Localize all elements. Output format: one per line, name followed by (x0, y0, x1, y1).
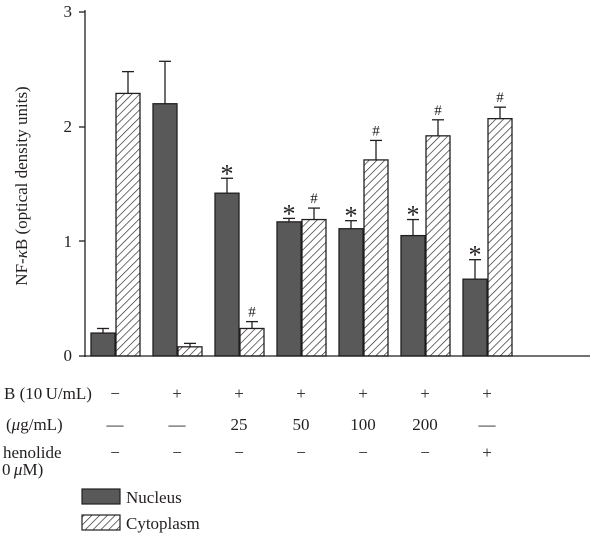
y-axis-label: NF-κB (optical density units) (12, 86, 31, 285)
legend-label-nucleus: Nucleus (126, 488, 182, 507)
bar-cytoplasm-3 (301, 218, 327, 357)
condition-label-0: B (10 U/mL) (4, 384, 92, 403)
condition-value-0-6: + (482, 384, 492, 403)
significance-marker-cytoplasm-3: # (310, 191, 318, 207)
condition-value-1-6: — (478, 415, 497, 434)
condition-value-2-5: − (420, 443, 430, 462)
significance-marker-nucleus-2: * (221, 159, 234, 188)
condition-value-2-0: − (110, 443, 120, 462)
significance-marker-cytoplasm-5: # (434, 103, 442, 119)
bar-nucleus-5 (400, 234, 426, 357)
condition-value-1-2: 25 (231, 415, 248, 434)
legend-label-cytoplasm: Cytoplasm (126, 514, 200, 533)
significance-marker-cytoplasm-2: # (248, 305, 256, 321)
condition-value-0-2: + (234, 384, 244, 403)
bar-nucleus-4 (338, 228, 364, 357)
condition-label-1: (μg/mL) (6, 415, 63, 434)
condition-value-0-0: − (110, 384, 120, 403)
bar-nucleus-3 (276, 221, 302, 357)
condition-value-0-5: + (420, 384, 430, 403)
bar-nucleus-2 (214, 192, 240, 357)
condition-value-1-5: 200 (412, 415, 438, 434)
y-tick-label-3: 3 (64, 2, 73, 21)
condition-value-0-3: + (296, 384, 306, 403)
bar-cytoplasm-1 (177, 346, 203, 357)
bar-cytoplasm-0 (115, 92, 141, 357)
bar-nucleus-6 (462, 278, 488, 357)
legend-swatch-cytoplasm (81, 514, 121, 531)
bar-cytoplasm-4 (363, 159, 389, 357)
significance-marker-nucleus-6: * (469, 241, 482, 270)
bar-nucleus-0 (90, 332, 116, 357)
condition-value-2-6: + (482, 443, 492, 462)
y-tick-label-1: 1 (64, 232, 73, 251)
y-tick-label-2: 2 (64, 117, 73, 136)
significance-marker-nucleus-3: * (283, 199, 296, 228)
bar-cytoplasm-5 (425, 135, 451, 357)
condition-value-0-4: + (358, 384, 368, 403)
condition-value-1-0: — (106, 415, 125, 434)
bar-cytoplasm-6 (487, 117, 513, 357)
significance-marker-cytoplasm-4: # (372, 123, 380, 139)
condition-value-2-3: − (296, 443, 306, 462)
condition-table: − + + + + + + — — 25 50 100 200 — − − − − − − + (106, 384, 497, 462)
significance-marker-nucleus-4: * (345, 202, 358, 231)
condition-value-1-1: — (168, 415, 187, 434)
bar-nucleus-1 (152, 103, 178, 357)
significance-marker-cytoplasm-6: # (496, 90, 504, 106)
condition-value-1-3: 50 (293, 415, 310, 434)
condition-value-0-1: + (172, 384, 182, 403)
bar-group: * # * # * # * # * # (90, 60, 513, 357)
significance-marker-nucleus-5: * (407, 201, 420, 230)
condition-label-2-line2: 0 μM) (2, 460, 43, 479)
condition-value-2-1: − (172, 443, 182, 462)
condition-label-2-line1: henolide (3, 443, 62, 462)
condition-value-1-4: 100 (350, 415, 376, 434)
condition-value-2-4: − (358, 443, 368, 462)
condition-value-2-2: − (234, 443, 244, 462)
y-tick-label-0: 0 (64, 346, 73, 365)
bar-cytoplasm-2 (239, 327, 265, 357)
legend-swatch-nucleus (81, 488, 121, 505)
